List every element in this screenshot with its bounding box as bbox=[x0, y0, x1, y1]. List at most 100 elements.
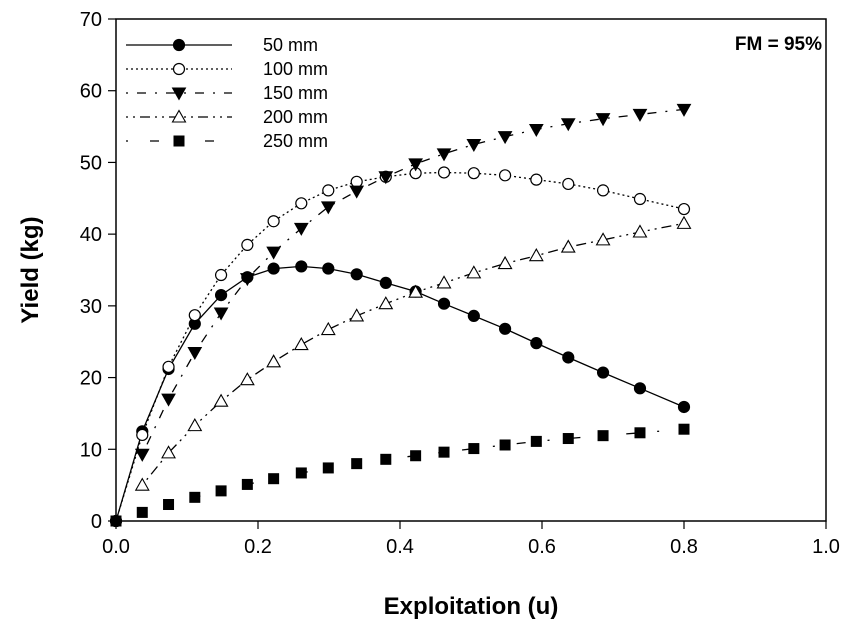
data-point bbox=[214, 268, 228, 282]
y-tick-label: 20 bbox=[80, 368, 102, 390]
data-point bbox=[530, 435, 542, 447]
series-layer bbox=[109, 103, 692, 528]
data-point bbox=[632, 108, 648, 122]
data-point bbox=[596, 366, 610, 379]
x-tick-label: 1.0 bbox=[812, 536, 840, 558]
data-point bbox=[562, 177, 575, 191]
data-point bbox=[528, 248, 544, 262]
data-point bbox=[560, 239, 576, 253]
data-point bbox=[187, 418, 203, 432]
y-axis-title: Yield (kg) bbox=[17, 216, 44, 323]
data-point bbox=[239, 372, 255, 386]
data-point bbox=[436, 148, 452, 162]
x-tick-label: 0.0 bbox=[102, 536, 130, 558]
data-point bbox=[295, 260, 308, 273]
data-point bbox=[408, 284, 424, 298]
y-axis-ticks: 0 10 20 30 40 50 60 70 bbox=[80, 9, 116, 533]
data-point bbox=[215, 485, 227, 497]
y-tick-label: 70 bbox=[80, 9, 102, 31]
legend-label: 100 mm bbox=[263, 59, 328, 79]
data-point bbox=[189, 491, 201, 503]
data-point bbox=[320, 321, 336, 336]
data-point bbox=[187, 346, 203, 360]
series-line bbox=[115, 428, 685, 522]
y-tick-label: 30 bbox=[80, 296, 102, 318]
data-point bbox=[213, 307, 229, 321]
data-point bbox=[134, 448, 150, 462]
data-point bbox=[349, 185, 365, 199]
data-point bbox=[293, 222, 309, 236]
data-point bbox=[466, 265, 482, 279]
data-point bbox=[595, 113, 611, 127]
series-line bbox=[115, 265, 685, 522]
data-point bbox=[678, 423, 690, 435]
series-2 bbox=[134, 103, 692, 462]
data-point bbox=[350, 268, 363, 281]
data-point bbox=[320, 201, 336, 215]
data-point bbox=[467, 309, 480, 322]
x-tick-label: 0.8 bbox=[670, 536, 698, 558]
data-point bbox=[267, 215, 280, 228]
data-point bbox=[241, 238, 254, 251]
y-tick-label: 10 bbox=[80, 439, 102, 461]
data-point bbox=[161, 393, 176, 407]
data-point bbox=[295, 197, 308, 210]
data-point bbox=[595, 232, 611, 246]
plot-frame bbox=[115, 18, 827, 522]
data-point bbox=[437, 166, 451, 179]
legend-marker bbox=[171, 109, 187, 123]
data-point bbox=[268, 473, 280, 485]
legend-label: 150 mm bbox=[263, 83, 328, 103]
data-point bbox=[322, 462, 334, 474]
data-point bbox=[634, 427, 646, 439]
legend-marker bbox=[172, 62, 186, 76]
y-tick-label: 40 bbox=[80, 224, 102, 246]
data-point bbox=[351, 458, 363, 470]
data-point bbox=[467, 167, 480, 180]
legend-marker bbox=[171, 87, 187, 101]
data-point bbox=[596, 184, 610, 197]
data-point bbox=[213, 393, 229, 407]
data-point bbox=[676, 103, 692, 117]
data-point bbox=[499, 439, 511, 451]
data-point bbox=[597, 430, 609, 442]
data-point bbox=[266, 354, 282, 368]
data-point bbox=[322, 184, 335, 197]
fm-annotation: FM = 95% bbox=[735, 34, 822, 55]
series-1 bbox=[109, 166, 691, 528]
x-tick-label: 0.6 bbox=[528, 536, 556, 558]
data-point bbox=[677, 202, 691, 216]
series-line bbox=[115, 171, 685, 522]
x-tick-label: 0.4 bbox=[386, 536, 414, 558]
data-point bbox=[410, 450, 422, 462]
data-point bbox=[214, 289, 228, 302]
data-point bbox=[676, 215, 692, 229]
y-tick-label: 60 bbox=[80, 81, 102, 103]
data-point bbox=[266, 246, 281, 260]
data-point bbox=[378, 171, 394, 185]
y-tick-label: 50 bbox=[80, 152, 102, 174]
data-point bbox=[267, 262, 280, 275]
legend-label: 50 mm bbox=[263, 35, 318, 55]
data-point bbox=[408, 158, 423, 172]
data-point bbox=[136, 506, 148, 518]
data-point bbox=[134, 477, 150, 491]
data-point bbox=[498, 169, 512, 182]
data-point bbox=[136, 428, 149, 442]
data-point bbox=[468, 443, 480, 455]
data-point bbox=[497, 131, 513, 145]
y-tick-label: 0 bbox=[91, 511, 102, 533]
legend-label: 200 mm bbox=[263, 107, 328, 127]
data-point bbox=[322, 262, 335, 275]
data-point bbox=[530, 173, 543, 186]
data-point bbox=[295, 467, 307, 479]
data-point bbox=[380, 453, 392, 465]
legend-marker bbox=[173, 135, 185, 147]
series-line bbox=[141, 222, 685, 486]
legend-marker bbox=[172, 38, 186, 52]
data-point bbox=[163, 499, 175, 511]
series-3 bbox=[134, 215, 692, 491]
data-point bbox=[293, 336, 309, 351]
data-point bbox=[239, 273, 255, 287]
